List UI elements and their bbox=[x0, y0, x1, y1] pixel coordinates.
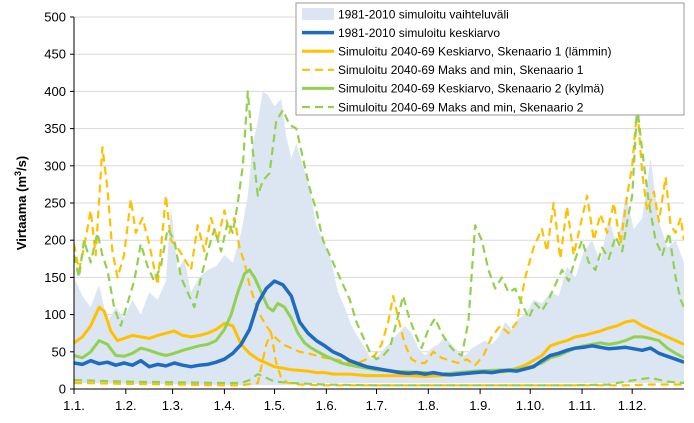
series-layer bbox=[74, 90, 684, 387]
y-tick-label: 100 bbox=[44, 307, 66, 322]
x-tick-label: 1.2. bbox=[115, 398, 137, 413]
y-tick-label: 500 bbox=[44, 10, 66, 25]
legend-box bbox=[295, 2, 685, 116]
series-scen2-min bbox=[74, 373, 684, 387]
legend-entry: Simuloitu 2040-69 Keskiarvo, Skenaario 2… bbox=[302, 82, 604, 96]
legend-label: 1981-2010 simuloitu vaihteluväli bbox=[338, 7, 509, 21]
series-scen1-mean bbox=[74, 305, 684, 378]
legend-label: 1981-2010 simuloitu keskiarvo bbox=[338, 26, 500, 40]
y-axis-label: Virtaama (m3/s) bbox=[13, 156, 29, 250]
legend-label: Simuloitu 2040-69 Maks and min, Skenaari… bbox=[338, 100, 584, 114]
y-tick-label: 450 bbox=[44, 47, 66, 62]
x-tick-label: 1.4. bbox=[214, 398, 236, 413]
legend-entry: Simuloitu 2040-69 Keskiarvo, Skenaario 1… bbox=[302, 45, 611, 59]
y-tick-label: 250 bbox=[44, 196, 66, 211]
legend: 1981-2010 simuloitu vaihteluväli 1981-201… bbox=[295, 2, 685, 116]
legend-entry: Simuloitu 2040-69 Maks and min, Skenaari… bbox=[302, 100, 584, 114]
legend-label: Simuloitu 2040-69 Keskiarvo, Skenaario 2… bbox=[338, 82, 604, 96]
legend-entry: Simuloitu 2040-69 Maks and min, Skenaari… bbox=[302, 63, 584, 77]
x-tick-label: 1.6. bbox=[316, 398, 338, 413]
series-1981-2010-mean bbox=[74, 279, 684, 377]
x-tick-labels: 1.1. 1.2. 1.3. 1.4. 1.5. 1.6. 1.7. 1.8. 1.9. 1.10… bbox=[63, 389, 647, 413]
y-tick-labels: 0 50 100 150 200 250 300 350 400 450 500 bbox=[44, 10, 74, 397]
x-tick-label: 1.7. bbox=[366, 398, 388, 413]
legend-swatch-band bbox=[302, 8, 334, 20]
y-tick-label: 300 bbox=[44, 158, 66, 173]
x-tick-label: 1.9. bbox=[469, 398, 491, 413]
series-scen2-max bbox=[74, 90, 684, 361]
legend-entry: 1981-2010 simuloitu vaihteluväli bbox=[302, 7, 509, 21]
y-tick-label: 150 bbox=[44, 270, 66, 285]
y-tick-label: 0 bbox=[59, 382, 66, 397]
x-tick-label: 1.1. bbox=[63, 398, 85, 413]
y-tick-label: 50 bbox=[52, 344, 66, 359]
x-tick-label: 1.3. bbox=[162, 398, 184, 413]
legend-entry: 1981-2010 simuloitu keskiarvo bbox=[302, 26, 500, 40]
x-tick-label: 1.10. bbox=[516, 398, 545, 413]
y-tick-label: 350 bbox=[44, 121, 66, 136]
x-tick-label: 1.12. bbox=[618, 398, 647, 413]
y-tick-label: 400 bbox=[44, 84, 66, 99]
series-scen1-min bbox=[74, 332, 684, 387]
legend-label: Simuloitu 2040-69 Maks and min, Skenaari… bbox=[338, 63, 584, 77]
x-tick-label: 1.8. bbox=[417, 398, 439, 413]
x-tick-label: 1.11. bbox=[568, 398, 596, 413]
x-tick-label: 1.5. bbox=[264, 398, 286, 413]
series-scen1-max bbox=[74, 105, 684, 367]
legend-label: Simuloitu 2040-69 Keskiarvo, Skenaario 1… bbox=[338, 45, 611, 59]
y-tick-label: 200 bbox=[44, 233, 66, 248]
